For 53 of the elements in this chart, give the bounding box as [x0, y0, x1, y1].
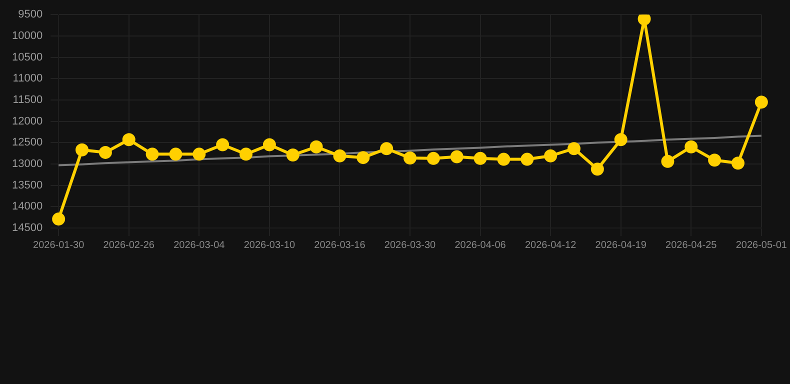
y-tick-label: 14000 — [12, 200, 43, 213]
point — [333, 149, 346, 162]
x-tick-label: 2026-04-12 — [524, 240, 577, 251]
point — [262, 138, 276, 152]
y-tick-label: 12500 — [12, 136, 43, 149]
point — [192, 148, 206, 161]
point — [520, 152, 534, 166]
point — [122, 133, 136, 146]
point — [404, 152, 417, 165]
point — [474, 152, 487, 165]
y-tick-label: 14500 — [12, 222, 43, 234]
point — [544, 149, 558, 162]
y-tick-label: 12000 — [12, 115, 43, 128]
x-tick-label: 2026-04-19 — [595, 240, 647, 251]
point — [310, 140, 323, 154]
x-tick-label: 2026-03-04 — [174, 240, 226, 251]
point — [426, 152, 440, 165]
point — [169, 148, 182, 161]
point — [731, 156, 744, 170]
point — [76, 143, 89, 156]
point — [356, 151, 370, 164]
x-tick-label: 2026-02-26 — [103, 240, 155, 251]
y-tick-label: 9500 — [18, 8, 43, 21]
y-tick-label: 11000 — [12, 72, 43, 85]
point — [286, 148, 300, 162]
point — [708, 154, 722, 167]
point — [52, 212, 66, 226]
point — [614, 133, 628, 146]
y-tick-label: 11500 — [12, 94, 43, 106]
x-tick-label: 2026-04-06 — [454, 240, 506, 251]
point — [638, 14, 651, 26]
point — [661, 154, 674, 168]
y-tick-label: 13500 — [12, 179, 43, 192]
point — [146, 148, 159, 161]
x-tick-label: 2026-03-10 — [244, 240, 296, 251]
x-tick-label: 2026-03-30 — [384, 240, 436, 251]
x-tick-label: 2026-03-16 — [314, 240, 366, 251]
point — [98, 146, 112, 159]
point — [240, 148, 253, 161]
point — [450, 150, 464, 164]
x-tick-label: 2026-01-30 — [33, 240, 85, 251]
point — [684, 140, 698, 154]
point — [590, 162, 604, 176]
point — [754, 96, 768, 109]
y-tick-label: 10000 — [12, 30, 43, 42]
point — [380, 142, 394, 156]
y-tick-label: 13000 — [12, 158, 43, 170]
point — [568, 142, 580, 156]
y-tick-label: 10500 — [12, 51, 43, 64]
point — [216, 138, 230, 152]
point — [497, 152, 510, 166]
x-tick-label: 2026-04-25 — [666, 240, 718, 251]
x-tick-label: 2026-05-01 — [736, 240, 788, 251]
